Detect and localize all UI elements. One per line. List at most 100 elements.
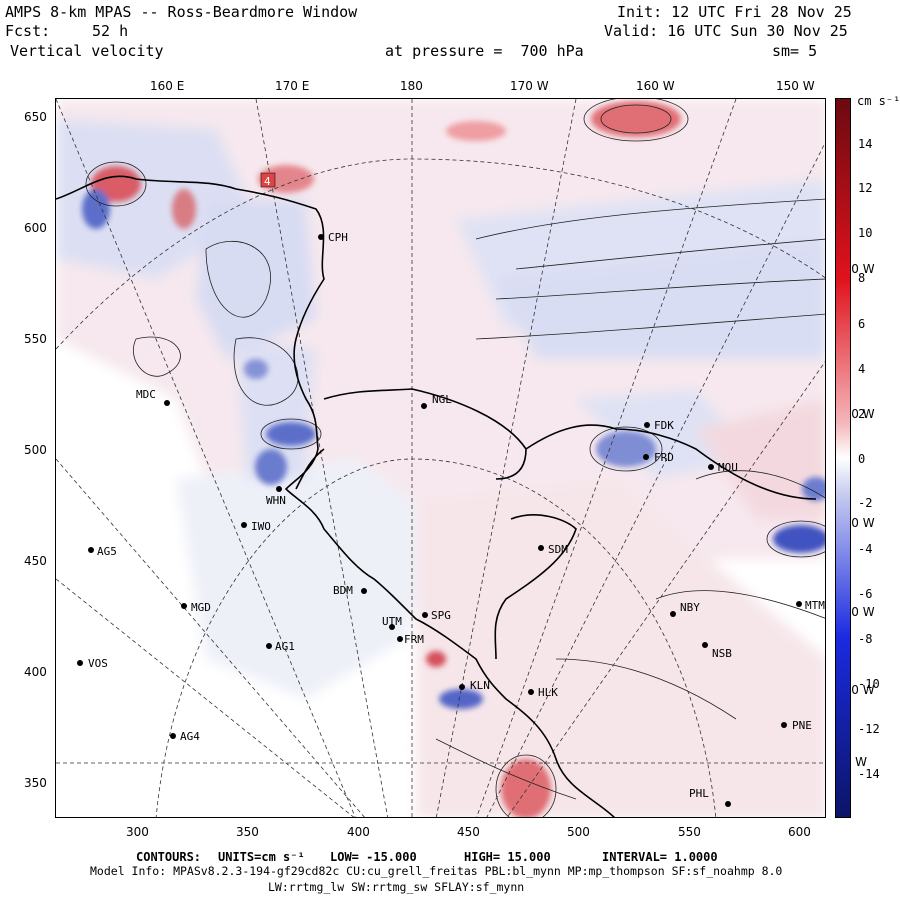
cbar-tick-6: 6 xyxy=(858,317,866,331)
station-SPG: SPG xyxy=(422,609,451,622)
x-tick-300: 300 xyxy=(126,825,149,839)
field-name: Vertical velocity xyxy=(10,42,164,60)
station-AG1: AG1 xyxy=(266,640,295,653)
station-HLK: HLK xyxy=(528,686,558,699)
y-tick-600: 600 xyxy=(24,221,47,235)
cbar-tick-neg6: -6 xyxy=(858,587,873,601)
svg-text:PNE: PNE xyxy=(792,719,812,732)
svg-text:AG1: AG1 xyxy=(275,640,295,653)
init-time: Init: 12 UTC Fri 28 Nov 25 xyxy=(617,3,852,21)
y-tick-400: 400 xyxy=(24,665,47,679)
lon-label-170w: 170 W xyxy=(510,79,549,93)
svg-text:4: 4 xyxy=(264,175,271,188)
svg-text:PHL: PHL xyxy=(689,787,709,800)
station-NGL: NGL xyxy=(421,393,452,409)
station-NSB: NSB xyxy=(702,642,732,660)
cbar-tick-10: 10 xyxy=(858,226,873,240)
lon-label-170e: 170 E xyxy=(275,79,310,93)
colorbar-units: cm s⁻¹ xyxy=(857,94,900,108)
model-info-line2: LW:rrtmg_lw SW:rrtmg_sw SFLAY:sf_mynn xyxy=(268,880,525,894)
contours-interval: INTERVAL= 1.0000 xyxy=(602,850,718,864)
station-MTM: MTM xyxy=(796,599,825,612)
station-NBY: NBY xyxy=(670,601,700,617)
contours-units: UNITS=cm s⁻¹ xyxy=(218,850,305,864)
cbar-tick-neg12: -12 xyxy=(858,722,880,736)
svg-text:BDM: BDM xyxy=(333,584,353,597)
station-KLN: KLN xyxy=(459,679,490,692)
forecast-hour: 52 h xyxy=(92,22,129,40)
forecast-label: Fcst: xyxy=(5,22,51,40)
cbar-tick-2: 2 xyxy=(858,407,866,421)
pressure-level: at pressure = 700 hPa xyxy=(385,42,584,60)
svg-text:FDK: FDK xyxy=(654,419,674,432)
station-IWO: IWO xyxy=(241,520,271,533)
station-VOS: VOS xyxy=(77,657,108,670)
svg-text:NSB: NSB xyxy=(712,647,732,660)
cbar-tick-12: 12 xyxy=(858,181,873,195)
station-UTM: UTM xyxy=(382,615,402,630)
svg-text:AG5: AG5 xyxy=(97,545,117,558)
svg-text:NGL: NGL xyxy=(432,393,452,406)
contours-label: CONTOURS: xyxy=(136,850,202,864)
x-tick-400: 400 xyxy=(347,825,370,839)
svg-text:MGD: MGD xyxy=(191,601,211,614)
station-CPH: CPH xyxy=(318,231,348,244)
station-MGD: MGD xyxy=(181,601,211,614)
station-BDM: BDM xyxy=(333,584,367,597)
cbar-tick-neg8: -8 xyxy=(858,632,873,646)
station-MDC: MDC xyxy=(136,388,170,406)
station-PNE: PNE xyxy=(781,719,812,732)
svg-text:KLN: KLN xyxy=(470,679,490,692)
contours-low: LOW= -15.000 xyxy=(330,850,417,864)
svg-text:AG4: AG4 xyxy=(180,730,200,743)
station-FRD: FRD xyxy=(643,451,674,464)
cbar-tick-neg4: -4 xyxy=(858,542,873,556)
model-info: Model Info: MPASv8.2.3-194-gf29cd82c CU:… xyxy=(90,864,783,878)
cbar-tick-neg2: -2 xyxy=(858,496,873,510)
svg-text:CPH: CPH xyxy=(328,231,348,244)
station-SDM: SDM xyxy=(538,543,568,556)
cbar-tick-0: 0 xyxy=(858,452,866,466)
lon-label-150w: 150 W xyxy=(776,79,815,93)
cbar-tick-4: 4 xyxy=(858,362,866,376)
lon-label-180: 180 xyxy=(400,79,423,93)
station-FDK: FDK xyxy=(644,419,674,432)
y-tick-450: 450 xyxy=(24,554,47,568)
svg-text:MDC: MDC xyxy=(136,388,156,401)
cbar-tick-8: 8 xyxy=(858,271,866,285)
svg-text:SPG: SPG xyxy=(431,609,451,622)
valid-time: Valid: 16 UTC Sun 30 Nov 25 xyxy=(604,22,848,40)
station-MOU: MOU xyxy=(708,461,738,474)
vertical-velocity-map: CPH MDC NGL FDK FRD MOU WHN IWO AG5 SDM … xyxy=(55,98,826,818)
svg-text:UTM: UTM xyxy=(382,615,402,628)
site-marker-4: 4 xyxy=(260,172,276,188)
contour-lines xyxy=(85,99,825,817)
station-AG4: AG4 xyxy=(170,730,200,743)
cbar-tick-neg10: -10 xyxy=(858,677,880,691)
y-tick-650: 650 xyxy=(24,110,47,124)
stations: CPH MDC NGL FDK FRD MOU WHN IWO AG5 SDM … xyxy=(77,172,825,807)
station-FRM: FRM xyxy=(397,633,424,646)
svg-text:VOS: VOS xyxy=(88,657,108,670)
svg-text:HLK: HLK xyxy=(538,686,558,699)
map-svg: CPH MDC NGL FDK FRD MOU WHN IWO AG5 SDM … xyxy=(56,99,825,817)
svg-text:FRD: FRD xyxy=(654,451,674,464)
lon-label-160w: 160 W xyxy=(636,79,675,93)
x-tick-350: 350 xyxy=(236,825,259,839)
lon-label-160e: 160 E xyxy=(150,79,185,93)
station-AG5: AG5 xyxy=(88,545,117,558)
smoothing: sm= 5 xyxy=(772,42,818,60)
svg-text:FRM: FRM xyxy=(404,633,424,646)
svg-text:MTM: MTM xyxy=(805,599,825,612)
station-WHN: WHN xyxy=(266,486,286,507)
map-title: AMPS 8-km MPAS -- Ross-Beardmore Window xyxy=(5,3,358,21)
x-tick-450: 450 xyxy=(457,825,480,839)
colorbar xyxy=(835,98,851,818)
y-tick-550: 550 xyxy=(24,332,47,346)
y-tick-350: 350 xyxy=(24,776,47,790)
svg-text:SDM: SDM xyxy=(548,543,568,556)
x-tick-500: 500 xyxy=(567,825,590,839)
x-tick-600: 600 xyxy=(788,825,811,839)
svg-text:NBY: NBY xyxy=(680,601,700,614)
graticule xyxy=(56,99,825,817)
